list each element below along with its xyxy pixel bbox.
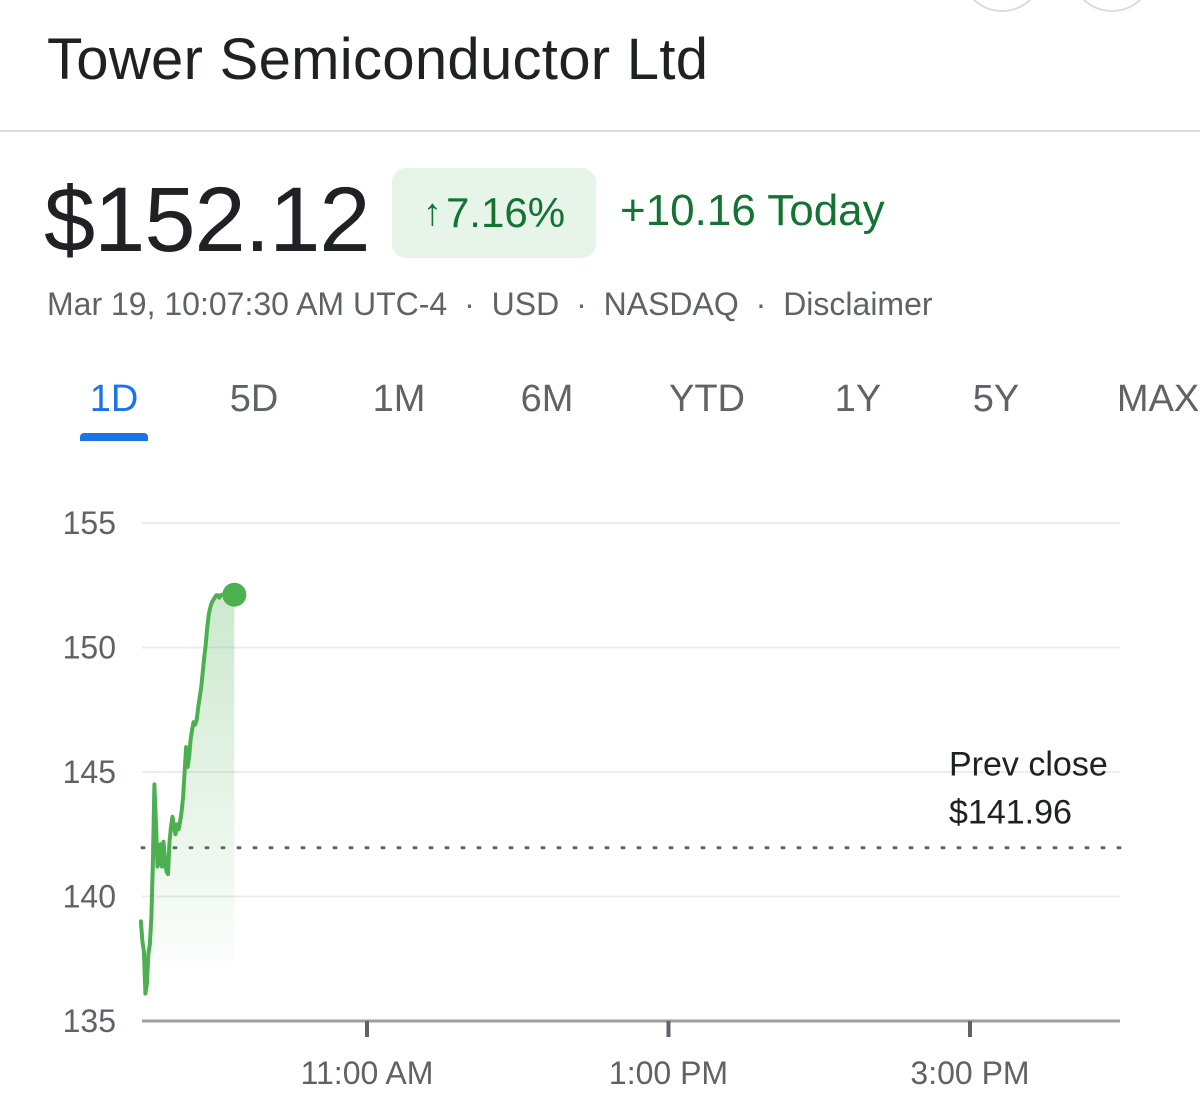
separator: · xyxy=(755,286,767,322)
quote-currency: USD xyxy=(491,286,560,322)
y-tick-label: 150 xyxy=(63,630,116,666)
tab-max[interactable]: MAX xyxy=(1116,378,1200,420)
follow-icon[interactable] xyxy=(1070,0,1154,12)
percent-change-badge: ↑ 7.16% xyxy=(392,168,596,258)
company-title: Tower Semiconductor Ltd xyxy=(47,27,709,92)
y-tick-label: 135 xyxy=(63,1003,116,1039)
arrow-up-icon: ↑ xyxy=(422,191,442,234)
top-icon-row xyxy=(950,0,1200,12)
tab-ytd[interactable]: YTD xyxy=(669,378,745,420)
header-divider xyxy=(0,130,1200,132)
price-series-line xyxy=(138,592,237,996)
x-tick-label: 11:00 AM xyxy=(301,1055,434,1091)
share-icon[interactable] xyxy=(960,0,1044,12)
x-tick-label: 1:00 PM xyxy=(609,1055,728,1091)
price-area-fill xyxy=(140,594,235,994)
quote-timestamp: Mar 19, 10:07:30 AM UTC-4 xyxy=(47,286,448,322)
y-tick-label: 140 xyxy=(63,879,116,915)
tab-5d[interactable]: 5D xyxy=(229,378,279,420)
range-tabs: 1D 5D 1M 6M YTD 1Y 5Y MAX xyxy=(0,378,1200,448)
tab-1d[interactable]: 1D xyxy=(89,378,139,420)
y-tick-label: 145 xyxy=(63,754,116,790)
tab-1m[interactable]: 1M xyxy=(372,378,426,420)
prev-close-value: $141.96 xyxy=(949,794,1072,832)
separator: · xyxy=(576,286,587,322)
tab-1y[interactable]: 1Y xyxy=(834,378,882,420)
current-price: $152.12 xyxy=(44,169,371,271)
quote-exchange: NASDAQ xyxy=(603,286,739,322)
price-chart[interactable]: 155 150 145 140 135 11:00 AM 1:00 PM 3:00 PM Pre… xyxy=(0,480,1200,1103)
active-tab-indicator xyxy=(80,433,148,441)
tab-6m[interactable]: 6M xyxy=(520,378,574,420)
disclaimer-link[interactable]: Disclaimer xyxy=(783,286,933,322)
y-tick-label: 155 xyxy=(63,505,116,541)
current-price-dot[interactable] xyxy=(222,582,247,607)
tab-5y[interactable]: 5Y xyxy=(972,378,1020,420)
prev-close-label: Prev close xyxy=(949,746,1108,784)
separator: · xyxy=(464,286,475,322)
x-tick-label: 3:00 PM xyxy=(910,1055,1029,1091)
change-today: +10.16 Today xyxy=(620,186,885,235)
quote-meta: Mar 19, 10:07:30 AM UTC-4 · USD · NASDAQ… xyxy=(47,286,933,323)
percent-change-value: 7.16% xyxy=(445,189,566,236)
